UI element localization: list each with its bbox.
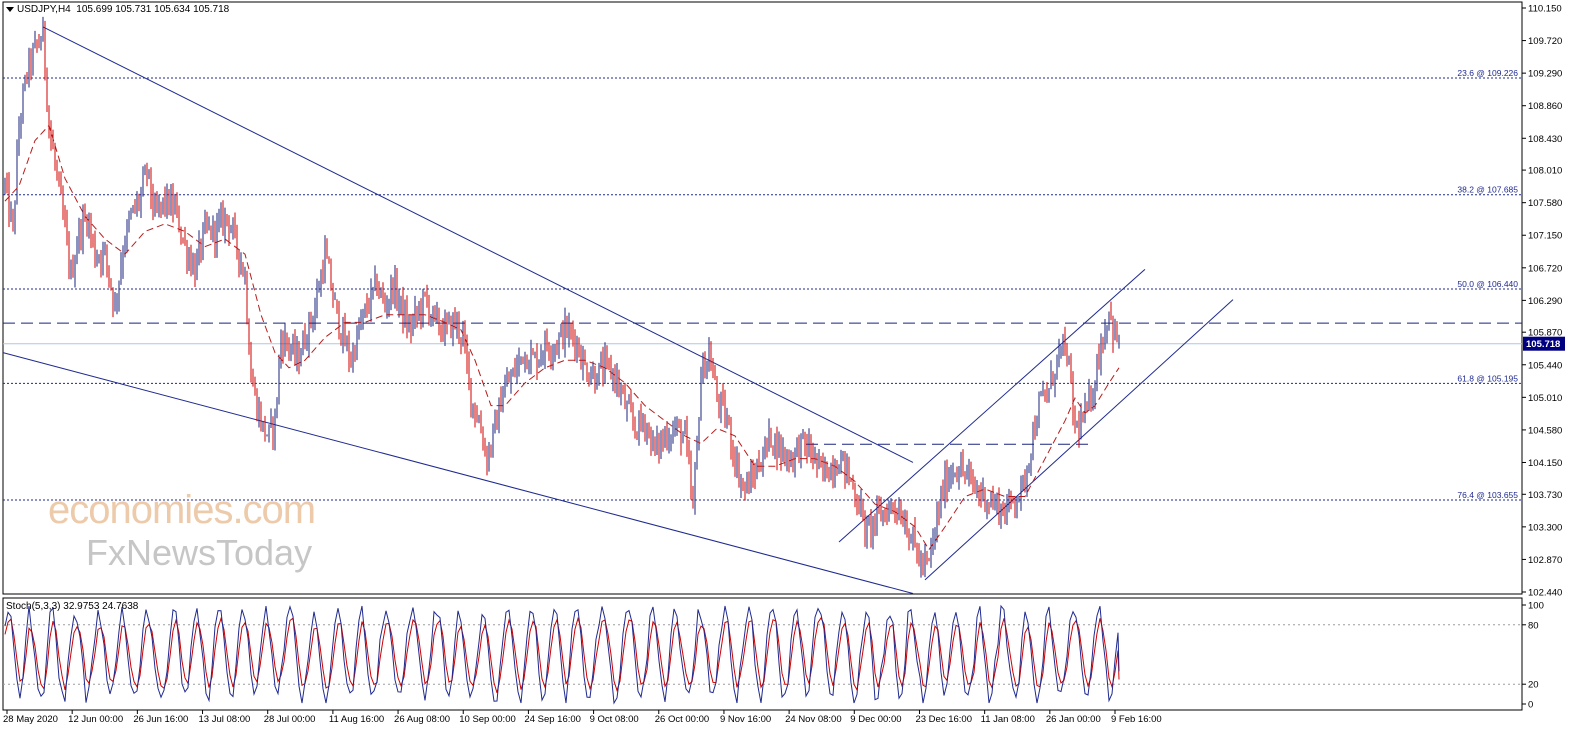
watermark-economies: economies.com xyxy=(48,488,316,532)
x-tick-label: 26 Oct 00:00 xyxy=(655,714,709,725)
y-tick-label: 108.010 xyxy=(1528,166,1562,177)
stoch-y-tick-label: 20 xyxy=(1528,680,1539,691)
fib-level-label: 76.4 @ 103.655 xyxy=(1457,490,1518,500)
y-tick-label: 109.290 xyxy=(1528,69,1562,80)
y-tick-label: 104.150 xyxy=(1528,458,1562,469)
y-tick-label: 107.150 xyxy=(1528,231,1562,242)
current-price-label: 105.718 xyxy=(1526,339,1560,350)
y-tick-label: 108.430 xyxy=(1528,134,1562,145)
x-tick-label: 9 Oct 08:00 xyxy=(590,714,639,725)
y-tick-label: 110.150 xyxy=(1528,4,1562,15)
current-price-tag xyxy=(1523,336,1565,351)
x-tick-label: 9 Nov 16:00 xyxy=(720,714,771,725)
y-tick-label: 109.720 xyxy=(1528,36,1562,47)
y-tick-label: 105.440 xyxy=(1528,360,1562,371)
fib-level-label: 38.2 @ 107.685 xyxy=(1457,185,1518,195)
x-tick-label: 26 Aug 08:00 xyxy=(394,714,450,725)
x-tick-label: 24 Nov 08:00 xyxy=(785,714,842,725)
x-tick-label: 12 Jun 00:00 xyxy=(68,714,123,725)
stoch-y-tick-label: 0 xyxy=(1528,700,1533,711)
fib-level-label: 61.8 @ 105.195 xyxy=(1457,373,1518,383)
x-tick-label: 10 Sep 00:00 xyxy=(459,714,516,725)
x-tick-label: 11 Jan 08:00 xyxy=(981,714,1035,725)
y-tick-label: 105.010 xyxy=(1528,393,1562,404)
ohlc-values: 105.699 105.731 105.634 105.718 xyxy=(76,4,230,15)
trendline xyxy=(2,352,914,594)
stoch-signal-line xyxy=(4,616,1120,693)
y-tick-label: 107.580 xyxy=(1528,198,1562,209)
fib-level-label: 50.0 @ 106.440 xyxy=(1457,279,1518,289)
moving-average-line xyxy=(4,124,1120,551)
symbol-label: USDJPY,H4 xyxy=(17,4,71,15)
x-tick-label: 23 Dec 16:00 xyxy=(915,714,972,725)
trendline xyxy=(42,26,914,463)
x-tick-label: 9 Feb 16:00 xyxy=(1111,714,1162,725)
x-tick-label: 26 Jun 16:00 xyxy=(133,714,188,725)
x-tick-label: 26 Jan 00:00 xyxy=(1046,714,1101,725)
stoch-header: Stoch(5,3,3) 32.9753 24.7638 xyxy=(6,601,139,612)
fib-level-label: 23.6 @ 109.226 xyxy=(1457,68,1518,78)
y-tick-label: 103.300 xyxy=(1528,522,1562,533)
y-tick-label: 105.870 xyxy=(1528,328,1562,339)
chart-header: USDJPY,H4 105.699 105.731 105.634 105.71… xyxy=(6,4,229,15)
y-tick-label: 104.580 xyxy=(1528,425,1562,436)
x-tick-label: 11 Aug 16:00 xyxy=(329,714,384,725)
watermark-fxnewstoday: FxNewsToday xyxy=(86,532,313,573)
x-tick-label: 9 Dec 00:00 xyxy=(850,714,901,725)
stoch-y-tick-label: 100 xyxy=(1528,601,1544,612)
stoch-y-tick-label: 80 xyxy=(1528,620,1539,631)
y-tick-label: 103.730 xyxy=(1528,490,1562,501)
y-tick-label: 106.720 xyxy=(1528,263,1562,274)
x-tick-label: 28 Jul 00:00 xyxy=(264,714,316,725)
x-tick-label: 28 May 2020 xyxy=(3,714,58,725)
stoch-main-line xyxy=(4,604,1120,705)
trendline xyxy=(838,268,1146,543)
y-tick-label: 102.870 xyxy=(1528,555,1562,566)
x-tick-label: 24 Sep 16:00 xyxy=(524,714,581,725)
y-tick-label: 106.290 xyxy=(1528,296,1562,307)
x-tick-label: 13 Jul 08:00 xyxy=(199,714,251,725)
y-tick-label: 108.860 xyxy=(1528,101,1562,112)
y-tick-label: 102.440 xyxy=(1528,588,1562,599)
chevron-down-icon[interactable] xyxy=(6,6,14,12)
